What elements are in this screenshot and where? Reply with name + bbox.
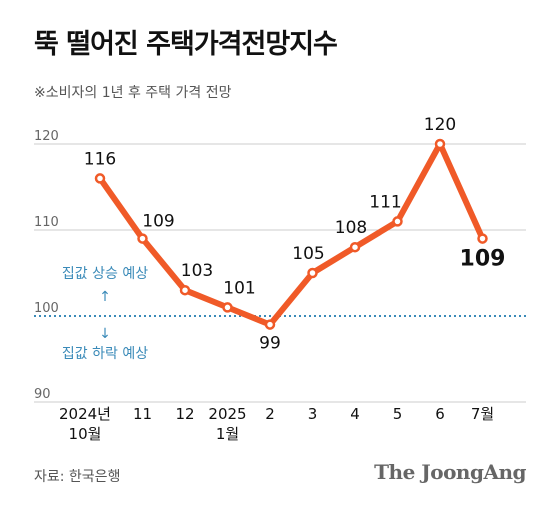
x-tick-label: 7월 — [471, 405, 494, 423]
y-tick-label: 100 — [34, 301, 59, 316]
data-label: 109 — [460, 247, 506, 272]
data-label: 105 — [292, 244, 324, 264]
down-arrow-icon: ↓ — [99, 326, 111, 342]
x-tick-label: 6 — [435, 405, 445, 423]
data-point — [392, 216, 403, 227]
data-label: 108 — [335, 218, 367, 238]
data-label: 103 — [181, 261, 213, 281]
data-point — [179, 284, 191, 296]
x-tick-label: 2024년 — [59, 405, 111, 423]
annotation-fall: 집값 하락 예상 — [62, 346, 148, 362]
data-label: 101 — [223, 278, 255, 298]
y-tick-label: 120 — [34, 129, 59, 144]
x-tick-label: 10월 — [69, 425, 102, 443]
data-point — [477, 233, 488, 244]
annotation-rise: 집값 상승 예상 — [62, 266, 148, 282]
data-label: 116 — [84, 149, 116, 169]
data-point — [94, 173, 106, 184]
x-tick-label: 2 — [265, 405, 275, 423]
chart-subtitle: ※소비자의 1년 후 주택 가격 전망 — [34, 85, 232, 101]
data-label: 109 — [142, 212, 174, 232]
data-point — [137, 233, 148, 244]
x-tick-label: 11 — [133, 405, 152, 423]
x-tick-label: 1월 — [216, 425, 239, 443]
series-line — [97, 141, 486, 328]
data-label: 111 — [369, 192, 401, 212]
y-tick-label: 110 — [34, 215, 59, 230]
data-point — [307, 267, 318, 279]
data-label: 120 — [424, 115, 456, 135]
data-point — [349, 241, 361, 253]
up-arrow-icon: ↑ — [99, 289, 111, 305]
data-point — [434, 138, 446, 150]
y-tick-label: 90 — [34, 387, 51, 402]
source-note: 자료: 한국은행 — [34, 469, 121, 485]
brand-logo: The JoongAng — [374, 460, 526, 484]
x-tick-label: 4 — [350, 405, 360, 423]
data-point — [264, 319, 276, 330]
data-label: 99 — [259, 334, 281, 354]
data-point — [222, 302, 233, 313]
chart-title: 뚝 떨어진 주택가격전망지수 — [34, 29, 338, 60]
x-tick-label: 3 — [308, 405, 318, 423]
x-tick-label: 5 — [393, 405, 403, 423]
x-tick-label: 12 — [175, 405, 194, 423]
x-tick-label: 2025 — [208, 405, 246, 423]
